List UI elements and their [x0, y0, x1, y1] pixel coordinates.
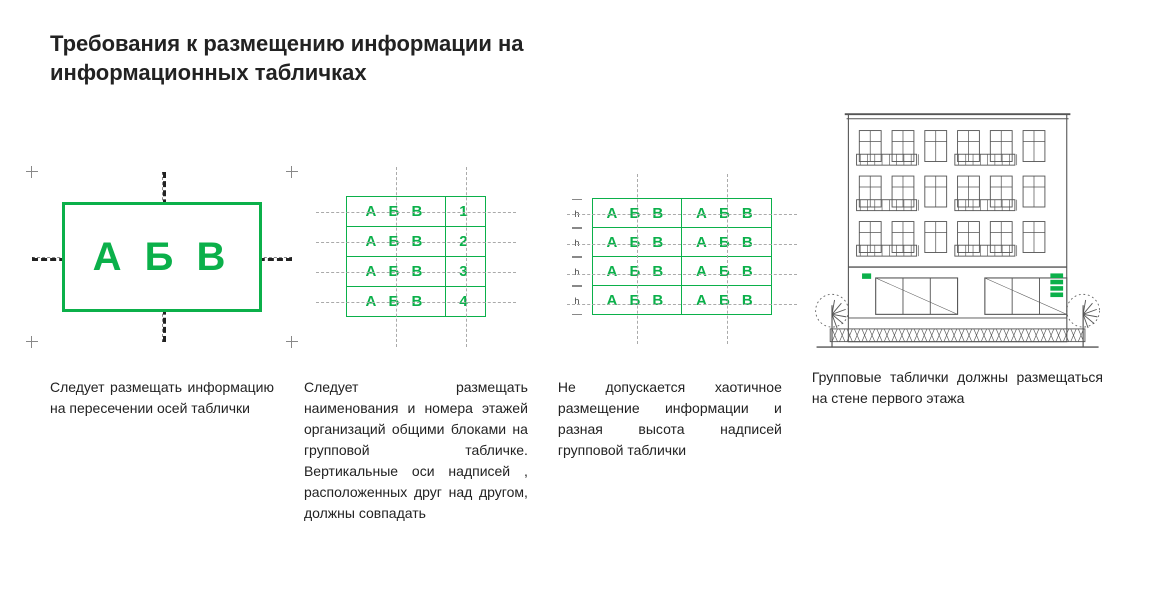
- building-icon: [812, 96, 1103, 369]
- panel-1-diagram: А Б В: [50, 137, 274, 377]
- panel-2-row: А Б В4: [346, 287, 486, 317]
- panel-2-label-cell: А Б В: [346, 226, 446, 257]
- panel-2-num-cell: 4: [446, 286, 486, 317]
- panel-2-row: А Б В1: [346, 197, 486, 227]
- panel-2-label-cell: А Б В: [346, 196, 446, 227]
- panel-1: А Б В Следует размещать информацию на пе…: [50, 137, 274, 419]
- panels-row: А Б В Следует размещать информацию на пе…: [50, 137, 1103, 524]
- panel-3-cell: А Б В: [681, 227, 772, 257]
- page-title: Требования к размещению информации на ин…: [50, 30, 570, 87]
- panel-4: Групповые таблички должны размещаться на…: [812, 137, 1103, 409]
- panel-4-diagram: [812, 97, 1103, 367]
- panel-3-height-marker: h: [568, 199, 586, 228]
- panel-3-cell: А Б В: [592, 285, 682, 315]
- panel-3-caption: Не допускается хаотичное размещение инфо…: [558, 377, 782, 461]
- panel-1-sign: А Б В: [62, 202, 262, 312]
- panel-3-cell: А Б В: [592, 227, 682, 257]
- panel-2-caption: Следует размещать наименования и номера …: [304, 377, 528, 524]
- panel-3-cell: А Б В: [681, 256, 772, 286]
- panel-3-diagram: hhhh А Б ВА Б ВА Б ВА Б ВА Б ВА Б ВА Б В…: [558, 137, 782, 377]
- panel-4-caption: Групповые таблички должны размещаться на…: [812, 367, 1103, 409]
- panel-3-height-marker: h: [568, 228, 586, 257]
- panel-3-cell: А Б В: [592, 256, 682, 286]
- panel-3-cell: А Б В: [681, 198, 772, 228]
- panel-3-height-marker: h: [568, 257, 586, 286]
- panel-2-num-cell: 1: [446, 196, 486, 227]
- panel-3: hhhh А Б ВА Б ВА Б ВА Б ВА Б ВА Б ВА Б В…: [558, 137, 782, 461]
- panel-2-row: А Б В2: [346, 227, 486, 257]
- panel-1-caption: Следует размещать информацию на пересече…: [50, 377, 274, 419]
- panel-3-height-marker: h: [568, 286, 586, 315]
- panel-2-num-cell: 3: [446, 256, 486, 287]
- panel-2-diagram: А Б В1А Б В2А Б В3А Б В4: [304, 137, 528, 377]
- panel-2-num-cell: 2: [446, 226, 486, 257]
- panel-3-cell: А Б В: [681, 285, 772, 315]
- panel-2-label-cell: А Б В: [346, 256, 446, 287]
- panel-2-row: А Б В3: [346, 257, 486, 287]
- panel-2: А Б В1А Б В2А Б В3А Б В4 Следует размеща…: [304, 137, 528, 524]
- panel-2-label-cell: А Б В: [346, 286, 446, 317]
- panel-3-cell: А Б В: [592, 198, 682, 228]
